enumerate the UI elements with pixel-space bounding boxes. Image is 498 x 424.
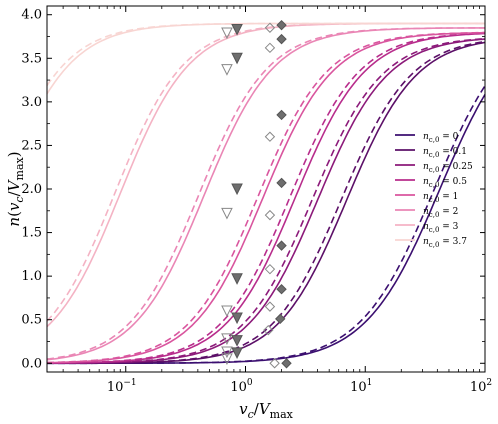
triangle-filled-marker [231,312,243,325]
triangle-filled-marker [231,183,243,196]
triangle-filled-marker [231,24,243,36]
diamond-filled-marker [276,109,287,121]
triangle-open-marker [221,353,233,366]
x-axis-title: vc/Vmax [239,400,294,421]
series-line-3 [47,32,486,364]
x-tick-label: 102 [470,378,492,395]
marker-layer [221,19,292,369]
legend-label-4: nc,0 = 1 [423,192,458,204]
diamond-open-marker [269,358,280,369]
y-tick-label: 1.5 [21,226,42,241]
triangle-open-marker [221,207,233,220]
x-tick-label: 101 [350,378,372,395]
diamond-filled-marker [275,313,286,325]
diamond-open-marker [264,301,276,312]
y-tick-label: 2.5 [21,138,42,153]
y-axis: 0.0 0.5 1.0 1.5 2.0 2.5 3.0 3.5 4.0 [21,8,485,371]
diamond-open-marker [264,42,276,54]
y-tick-label: 3.0 [21,95,42,110]
legend-label-0: nc,0 = 0 [423,132,459,144]
triangle-open-marker [221,346,233,359]
diamond-filled-marker [276,240,287,251]
triangle-filled-marker [231,347,243,359]
series-line-2 [46,38,486,364]
y-tick-label: 4.0 [21,8,42,23]
y-axis-title: n(vc/Vmax) [5,151,26,226]
legend-label-5: nc,0 = 2 [423,207,458,219]
diamond-filled-marker [281,358,292,369]
series-dashed-line-5 [46,27,485,360]
triangle-filled-marker [231,52,243,65]
diamond-open-marker [263,324,274,336]
series-dashed-line-4 [47,31,485,364]
triangle-filled-marker [231,335,243,347]
diamond-filled-marker [276,33,287,45]
diamond-open-marker [264,131,276,142]
y-tick-label: 1.0 [21,269,42,284]
y-tick-label: 0.5 [21,313,42,328]
y-tick-label: 0.0 [21,356,42,371]
x-tick-label: 100 [230,378,253,395]
diamond-open-marker [264,22,276,33]
diamond-filled-marker [276,177,287,189]
triangle-open-marker [221,333,233,346]
triangle-open-marker [221,305,233,318]
series-dashed-line-7 [46,22,485,86]
y-tick-label: 2.0 [21,182,42,197]
series-dashed-line-1 [47,40,486,365]
diamond-filled-marker [276,284,287,295]
series-dashed-line-2 [47,37,486,364]
diamond-open-marker [264,209,276,221]
triangle-open-marker [221,64,233,76]
series-line-5 [46,27,485,361]
y-tick-label: 3.5 [21,51,42,66]
legend-label-1: nc,0 = 0.1 [423,147,467,159]
diamond-filled-marker [276,19,287,31]
triangle-open-marker [221,27,233,40]
x-tick-label: 10−1 [107,378,137,395]
legend-label-6: nc,0 = 3 [423,222,459,234]
legend: nc,0 = 0 nc,0 = 0.1 nc,0 = 0.25 nc,0 = 0.5 n… [395,132,473,249]
legend-label-2: nc,0 = 0.25 [423,162,473,174]
plot-area: 0.0 0.5 1.0 1.5 2.0 2.5 3.0 3.5 4.0 10−1 100 101 10… [21,5,492,395]
triangle-filled-marker [231,273,243,285]
series-dashed-line-3 [47,32,486,364]
legend-label-7: nc,0 = 3.7 [423,237,467,249]
legend-label-3: nc,0 = 0.5 [423,177,467,189]
diamond-open-marker [264,263,276,275]
